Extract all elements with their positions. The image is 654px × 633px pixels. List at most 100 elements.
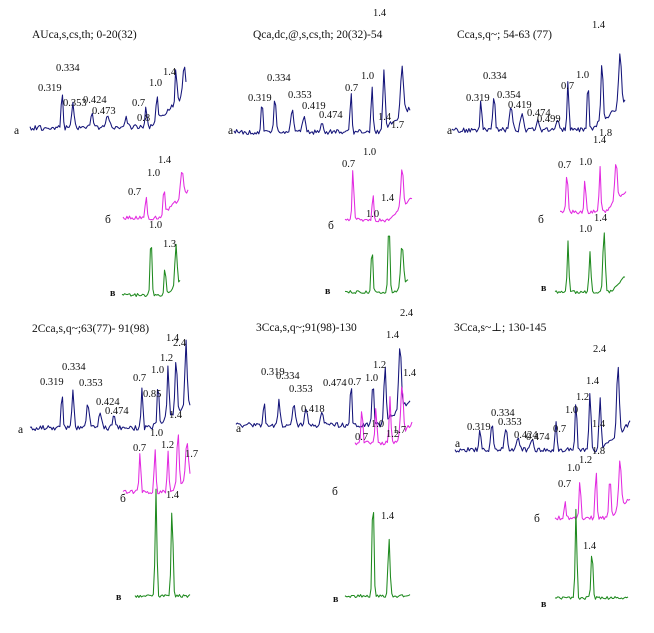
peak-label: 1.0 — [579, 224, 592, 235]
peak-label: 1.4 — [386, 330, 400, 341]
peak-label: 1.7 — [393, 425, 406, 436]
panel-4: 2Cca,s,q~;63(77)- 91(98) 0.319 0.334 0.353 0… — [18, 323, 198, 603]
curve-label-a: а — [18, 424, 23, 436]
peak-label: 1.4 — [166, 333, 180, 344]
peak-label: 1.0 — [147, 168, 160, 179]
peak-label: 0.334 — [276, 371, 300, 382]
peak-label: 0.353 — [289, 384, 313, 395]
diffractogram-trace-b — [122, 434, 191, 495]
curve-label-a: а — [447, 125, 452, 137]
peak-label: 0.334 — [267, 73, 291, 84]
curve-label-b: б — [120, 493, 126, 505]
curve-label-a: а — [14, 125, 19, 137]
panel-1: AUca,s,cs,th; 0-20(32)0.3190.3340.3530.4… — [14, 29, 189, 299]
peak-label: 2.4 — [173, 338, 187, 349]
peak-label: 1.0 — [576, 70, 589, 81]
peak-label: 1.0 — [149, 220, 162, 231]
curve-label-a: а — [455, 438, 460, 450]
peak-label: 1.4 — [583, 541, 597, 552]
diffractogram-trace-b — [560, 164, 627, 215]
peak-label: 0.7 — [561, 81, 574, 92]
peak-label: 1.7 — [391, 120, 404, 131]
peak-label: 0.424 — [83, 95, 107, 106]
curve-label-b: б — [534, 513, 540, 525]
panel-title: 3Cca,s,q~;91(98)-130 — [256, 322, 357, 334]
peak-label: 0.474 — [526, 432, 550, 443]
peak-label: 0.353 — [498, 417, 522, 428]
peak-label: 1.8 — [592, 446, 605, 457]
peak-label: 0.7 — [345, 83, 358, 94]
diffractogram-trace-v — [344, 235, 409, 294]
diffractogram-trace-a — [29, 339, 191, 432]
panel-title: 3Cca,s~⊥; 130-145 — [454, 322, 547, 334]
peak-label: 1.4 — [373, 8, 387, 19]
peak-label: 0.419 — [508, 100, 532, 111]
peak-label: 0.85 — [143, 389, 161, 400]
peak-label: 2.4 — [593, 344, 607, 355]
panel-title: Qca,dc,@,s,cs,th; 20(32)-54 — [253, 29, 383, 41]
peak-label: 1.4 — [381, 193, 395, 204]
curve-label-b: б — [328, 220, 334, 232]
peak-label: 1.0 — [365, 373, 378, 384]
peak-label: 0.334 — [56, 63, 80, 74]
peak-label: 1.2 — [386, 429, 399, 440]
peak-label: 0.499 — [537, 114, 561, 125]
curve-label-v: в — [116, 592, 122, 603]
peak-label: 1.4 — [594, 213, 608, 224]
peak-label: 0.7 — [133, 443, 146, 454]
curve-label-b: б — [105, 214, 111, 226]
curve-label-b: б — [538, 214, 544, 226]
peak-label: 0.319 — [38, 83, 62, 94]
curve-label-v: в — [333, 594, 339, 605]
curve-label-b: б — [332, 486, 338, 498]
peak-label: 0.474 — [323, 378, 347, 389]
peak-label: 0.319 — [467, 422, 491, 433]
peak-label: 0.7 — [128, 187, 141, 198]
peak-label: 0.7 — [132, 98, 145, 109]
peak-label: 1.0 — [371, 419, 384, 430]
peak-label: 1.8 — [599, 128, 612, 139]
diffractogram-trace-b — [122, 171, 189, 221]
peak-label: 0.474 — [105, 406, 129, 417]
peak-label: 0.353 — [63, 98, 87, 109]
peak-label: 1.2 — [161, 440, 174, 451]
peak-label: 0.353 — [288, 90, 312, 101]
diffractogram-trace-a — [451, 53, 626, 134]
peak-label: 1.4 — [592, 419, 606, 430]
peak-label: 0.7 — [348, 377, 361, 388]
peak-label: 0.334 — [491, 408, 515, 419]
peak-label: 1.3 — [163, 239, 176, 250]
peak-label: 1.0 — [151, 365, 164, 376]
diffractogram-trace-a — [235, 348, 411, 428]
curve-label-v: в — [541, 283, 547, 294]
peak-label: 1.2 — [576, 392, 589, 403]
peak-label: 0.319 — [466, 93, 490, 104]
panel-2: Qca,dc,@,s,cs,th; 20(32)-54 0.319 0.334 0.3… — [228, 8, 413, 297]
peak-label: 1.4 — [593, 135, 607, 146]
peak-label: 1.4 — [166, 490, 180, 501]
diffractogram-trace-a — [233, 65, 411, 135]
diffractogram-trace-b — [554, 460, 631, 521]
curve-label-a: а — [228, 125, 233, 137]
peak-label: 1.2 — [579, 455, 592, 466]
peak-label: 1.7 — [185, 449, 198, 460]
peak-label: 1.4 — [169, 410, 183, 421]
peak-label: 0.424 — [514, 430, 538, 441]
diffractogram-trace-v — [554, 232, 626, 295]
peak-label: 1.4 — [381, 511, 395, 522]
peak-label: 0.424 — [96, 397, 120, 408]
panel-title: 2Cca,s,q~;63(77)- 91(98) — [32, 323, 149, 335]
peak-label: 0.419 — [302, 101, 326, 112]
peak-label: 0.8 — [137, 113, 150, 124]
peak-label: 1.4 — [158, 155, 172, 166]
curve-label-v: в — [541, 599, 547, 610]
peak-label: 0.353 — [79, 378, 103, 389]
curve-label-v: в — [110, 288, 116, 299]
peak-label: 1.0 — [149, 78, 162, 89]
peak-label: 0.7 — [342, 159, 355, 170]
curve-label-v: в — [325, 286, 331, 297]
peak-label: 2.4 — [400, 308, 414, 319]
peak-label: 0.319 — [40, 377, 64, 388]
